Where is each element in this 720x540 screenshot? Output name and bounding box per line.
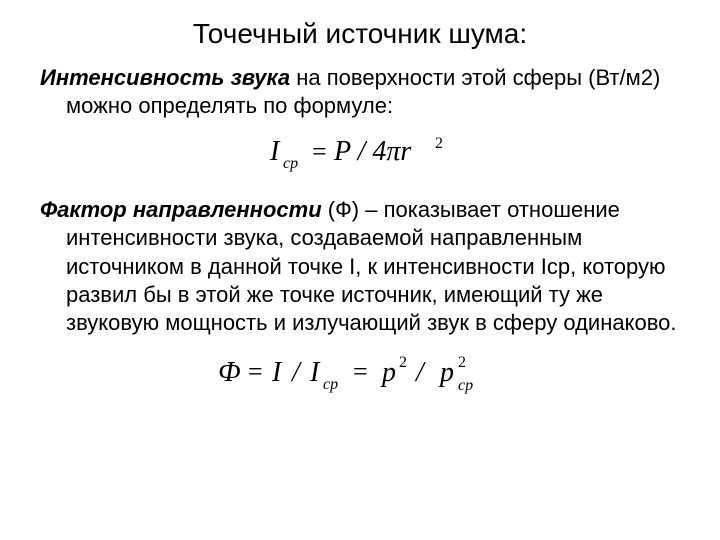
paragraph-intensity: Интенсивность звука на поверхности этой … [40,64,680,120]
f1-rhs: P / 4πr [333,136,411,167]
slide-title: Точечный источник шума: [40,18,680,50]
f1-sup: 2 [435,135,443,152]
f2-p1: p [380,357,396,388]
f1-eq: = [312,137,327,166]
f2-p2sub: ср [458,377,473,394]
f2-p2: p [438,357,454,388]
f2-I2: I [309,357,321,388]
f2-slash2: / [414,357,426,388]
term-intensity: Интенсивность звука [40,65,290,90]
f1-I: I [269,136,281,167]
f2-p2sup: 2 [458,354,466,371]
formula-directivity: Ф = I / I ср = p 2 / p 2 ср [40,347,680,397]
f2-slash1: / [290,357,302,388]
paragraph-directivity: Фактор направленности (Ф) – показывает о… [40,196,680,337]
formula-intensity: I ср = P / 4πr 2 [40,130,680,174]
f2-p1sup: 2 [399,354,407,371]
term-directivity: Фактор направленности [40,197,322,222]
f2-eq1: = [248,357,263,386]
slide: Точечный источник шума: Интенсивность зв… [0,0,720,433]
f2-eq2: = [353,357,368,386]
f2-I1: I [271,357,283,388]
f2-phi: Ф [218,357,241,388]
f2-I2sub: ср [323,376,338,393]
f1-sub: ср [283,155,298,172]
